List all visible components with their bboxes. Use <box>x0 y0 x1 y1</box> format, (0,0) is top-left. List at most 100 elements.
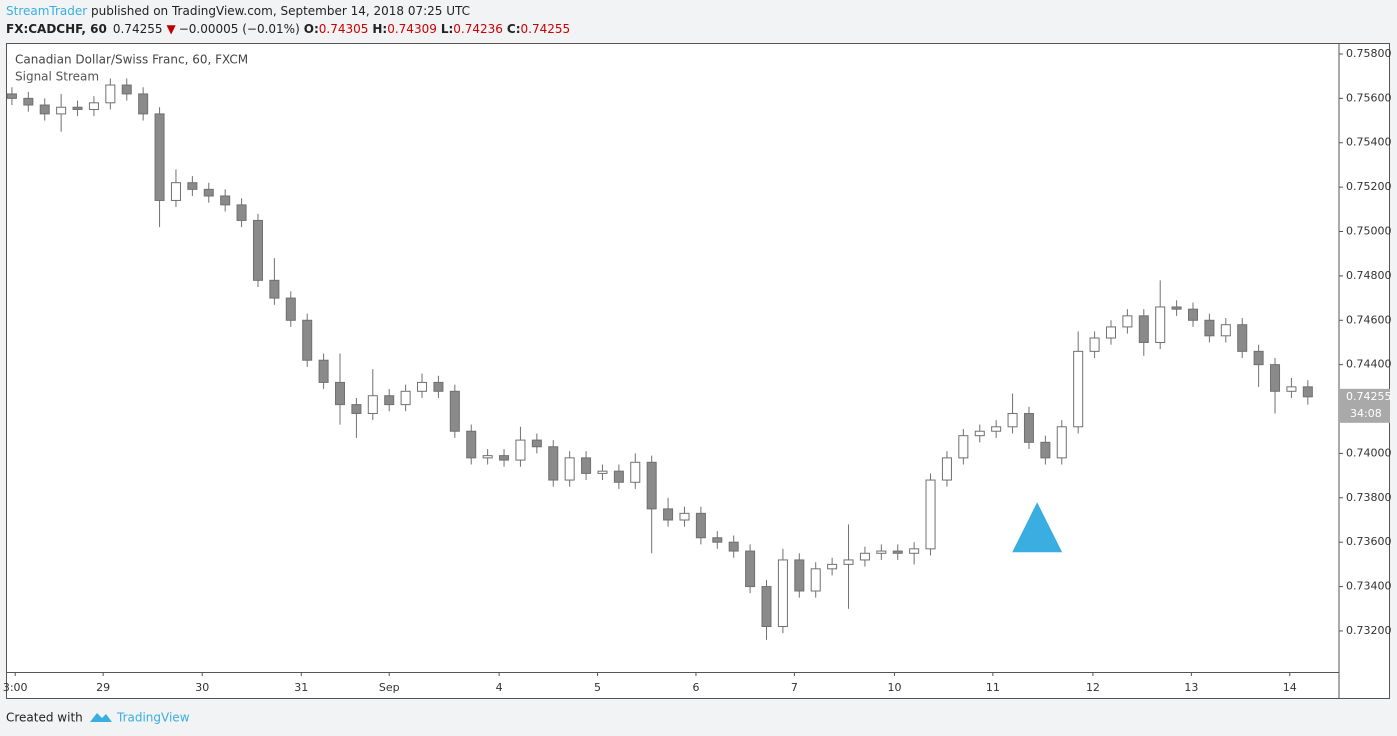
x-tick-label: 30 <box>195 681 209 694</box>
candle-body <box>761 586 772 628</box>
price: 0.74255 <box>113 22 163 36</box>
candle-body <box>548 446 559 481</box>
candle-body <box>613 470 624 483</box>
y-tick-label: 0.75200 <box>1346 180 1392 193</box>
candle-body <box>1204 319 1215 337</box>
candle-body <box>499 455 510 461</box>
symbol-line: FX:CADCHF, 60 0.74255 ▼ −0.00005 (−0.01%) O:… <box>6 22 570 36</box>
last-price-box <box>1340 388 1390 423</box>
y-tick-label: 0.73400 <box>1346 580 1392 593</box>
candle-body <box>39 104 50 115</box>
candle-body <box>663 508 674 521</box>
candle-body <box>1237 324 1248 352</box>
y-tick-label: 0.74600 <box>1346 313 1392 326</box>
candle-body <box>285 297 296 321</box>
candle-body <box>23 97 34 106</box>
candle-body <box>121 84 132 95</box>
x-tick-label: 3:00 <box>3 681 28 694</box>
candle-body <box>958 435 969 459</box>
candle-body <box>777 559 788 628</box>
x-tick-label: 12 <box>1086 681 1100 694</box>
x-tick-label: 11 <box>986 681 1000 694</box>
change: −0.00005 (−0.01%) <box>179 22 300 36</box>
ohlc-label: H: <box>372 22 387 36</box>
candle-body <box>827 563 838 570</box>
ohlc-label: L: <box>441 22 453 36</box>
x-tick-label: 13 <box>1184 681 1198 694</box>
candle-body <box>1286 386 1297 392</box>
candle-body <box>351 404 362 414</box>
published: published on TradingView.com, September … <box>87 4 470 18</box>
candle-body <box>6 93 17 99</box>
candle-body <box>1122 315 1133 328</box>
last-price-label: 0.74255 <box>1346 390 1392 403</box>
y-tick-label: 0.73800 <box>1346 491 1392 504</box>
candle-body <box>909 548 920 554</box>
y-tick-label: 0.74000 <box>1346 446 1392 459</box>
candle-body <box>1220 324 1231 337</box>
footer-text: Created with <box>6 711 83 725</box>
candle-body <box>876 550 887 554</box>
x-tick-label: 10 <box>887 681 901 694</box>
y-tick-label: 0.75400 <box>1346 136 1392 149</box>
candle-body <box>252 219 263 281</box>
candle-body <box>220 195 231 206</box>
candle-body <box>187 182 198 190</box>
candle-body <box>105 84 116 104</box>
signal-marker <box>1012 502 1063 553</box>
x-tick-label: 7 <box>791 681 798 694</box>
author[interactable]: StreamTrader <box>6 4 87 18</box>
candle-body <box>88 102 99 110</box>
candle-body <box>712 537 723 543</box>
ohlc-value: 0.74305 <box>319 22 369 36</box>
candle-body <box>564 457 575 481</box>
candle-body <box>170 182 181 201</box>
x-tick-label: 5 <box>594 681 601 694</box>
candle-body <box>941 457 952 481</box>
chart-frame <box>6 43 1390 699</box>
candle-body <box>745 550 756 588</box>
x-tick-label: 6 <box>692 681 699 694</box>
candle-body <box>1155 306 1166 343</box>
candle-body <box>581 457 592 474</box>
countdown: 34:08 <box>1350 407 1382 420</box>
candle-body <box>1187 308 1199 321</box>
chart-subtitle: Signal Stream <box>15 70 99 84</box>
x-tick-label: 29 <box>96 681 110 694</box>
candle-body <box>1105 326 1116 339</box>
candle-body <box>1023 412 1034 443</box>
footer-brand[interactable]: TradingView <box>116 711 190 725</box>
candle-body <box>1171 306 1182 310</box>
y-tick-label: 0.75600 <box>1346 91 1392 104</box>
candle-body <box>597 470 608 474</box>
candle-body <box>466 430 477 459</box>
candle-body <box>991 426 1002 432</box>
ohlc-label: C: <box>507 22 521 36</box>
candle-body <box>859 552 870 561</box>
candle-body <box>843 559 854 565</box>
candle-body <box>892 550 903 554</box>
y-tick-label: 0.73200 <box>1346 624 1392 637</box>
chart-title: Canadian Dollar/Swiss Franc, 60, FXCM <box>15 53 248 67</box>
candle-body <box>449 390 460 432</box>
symbol: FX:CADCHF, 60 <box>6 22 107 36</box>
candle-body <box>269 279 280 299</box>
candle-body <box>515 439 526 461</box>
y-tick-label: 0.73600 <box>1346 535 1392 548</box>
y-tick-label: 0.75000 <box>1346 225 1392 238</box>
header-line: StreamTrader published on TradingView.co… <box>6 4 470 18</box>
candle-body <box>1007 412 1018 428</box>
ohlc-label: O: <box>304 22 319 36</box>
candle-body <box>1073 350 1084 428</box>
ohlc-value: 0.74236 <box>453 22 503 36</box>
candle-body <box>646 461 657 510</box>
candle-body <box>367 395 378 414</box>
candle-body <box>1138 315 1149 343</box>
candle-body <box>433 381 444 392</box>
ohlc-value: 0.74255 <box>521 22 571 36</box>
x-tick-label: 14 <box>1283 681 1297 694</box>
candle-body <box>925 479 936 550</box>
candle-body <box>728 541 739 552</box>
